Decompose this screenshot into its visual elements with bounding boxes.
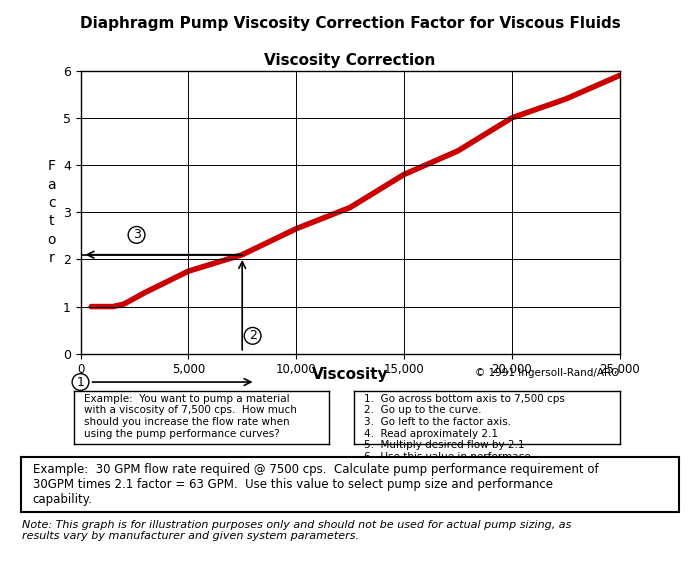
Text: Note: This graph is for illustration purposes only and should not be used for ac: Note: This graph is for illustration pur…	[22, 520, 572, 541]
Text: Example:  You want to pump a material
with a viscosity of 7,500 cps.  How much
s: Example: You want to pump a material wit…	[84, 394, 297, 439]
Text: 2: 2	[248, 329, 256, 342]
Y-axis label: F
a
c
t
o
r: F a c t o r	[48, 159, 56, 265]
Text: © 1991 Ingersoll-Rand/ARO: © 1991 Ingersoll-Rand/ARO	[475, 368, 620, 378]
Text: Diaphragm Pump Viscosity Correction Factor for Viscous Fluids: Diaphragm Pump Viscosity Correction Fact…	[80, 16, 620, 31]
Text: 3: 3	[132, 229, 141, 241]
Title: Viscosity Correction: Viscosity Correction	[265, 53, 435, 68]
Text: Example:  30 GPM flow rate required @ 7500 cps.  Calculate pump performance requ: Example: 30 GPM flow rate required @ 750…	[33, 464, 598, 507]
Text: 1.  Go across bottom axis to 7,500 cps
2.  Go up to the curve.
3.  Go left to th: 1. Go across bottom axis to 7,500 cps 2.…	[364, 394, 565, 473]
Text: 1: 1	[76, 376, 85, 388]
Text: Viscosity: Viscosity	[312, 367, 388, 382]
